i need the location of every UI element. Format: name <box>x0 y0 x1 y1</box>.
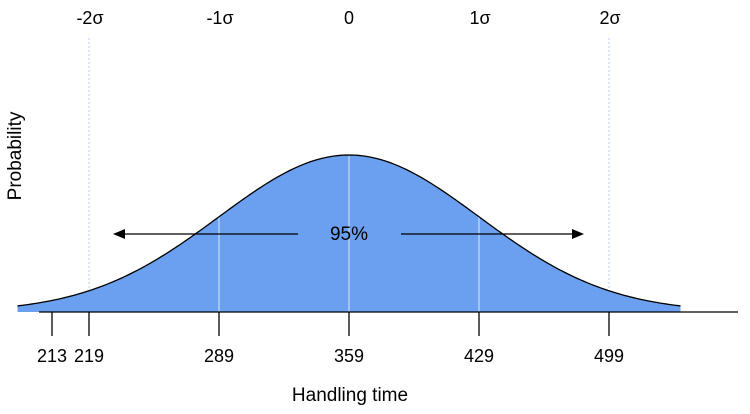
x-tick-label: 499 <box>594 346 624 366</box>
x-axis-title: Handling time <box>292 385 408 406</box>
bell-curve-line <box>17 154 681 307</box>
sigma-label: 1σ <box>469 8 490 28</box>
sigma-labels: -2σ -1σ 0 1σ 2σ <box>76 8 620 28</box>
x-tick-label: 429 <box>464 346 494 366</box>
x-tick-label: 289 <box>204 346 234 366</box>
x-tick-label: 359 <box>334 346 364 366</box>
x-tick-label: 213 <box>37 346 67 366</box>
y-axis-title: Probability <box>5 111 26 200</box>
interval-percent-label: 95% <box>330 224 368 245</box>
left-arrow-head <box>113 229 125 239</box>
right-arrow-head <box>572 229 584 239</box>
sigma-label: 2σ <box>599 8 620 28</box>
sigma-label: 0 <box>344 8 354 28</box>
x-axis-ticks: 213219289359429499590 <box>37 312 624 366</box>
sigma-label: -1σ <box>206 8 233 28</box>
x-tick-label: 219 <box>74 346 104 366</box>
interval-arrows <box>113 229 584 239</box>
sigma-label: -2σ <box>76 8 103 28</box>
sigma-lines <box>218 155 480 312</box>
